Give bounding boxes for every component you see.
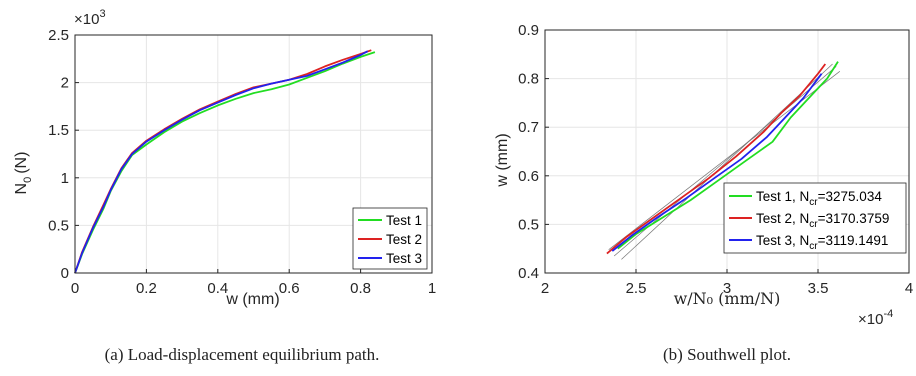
y-tick-label: 1: [61, 170, 69, 187]
chart-b-ylabel: w (mm): [494, 133, 511, 187]
svg-text:N0(N): N0 (N): [13, 152, 34, 195]
chart-a-axes-box: [74, 34, 433, 274]
y-tick-label: 1.5: [48, 122, 69, 139]
x-tick-label: 0: [71, 280, 79, 297]
legend-b-label-1: Test 1, Ncr=3275.034: [756, 189, 882, 208]
x-tick-label: 3.5: [808, 280, 829, 297]
chart-b-legend: Test 1, Ncr=3275.034 Test 2, Ncr=3170.37…: [723, 182, 907, 254]
y-tick-label: 0.7: [518, 119, 539, 136]
legend-a-label-2: Test 2: [386, 232, 422, 247]
chart-a-caption: (a) Load-displacement equilibrium path.: [105, 345, 380, 364]
chart-b-ticks: 2 2.5 3 3.5 4 0.4 0.5 0.6 0.7 0.8 0.9: [518, 22, 913, 297]
chart-a-ticks: 0 0.2 0.4 0.6 0.8 1 0 0.5 1 1.5 2 2.5: [48, 27, 436, 297]
chart-a-legend: Test 1 Test 2 Test 3: [352, 207, 428, 270]
y-tick-label: 0: [61, 265, 69, 282]
legend-b-label-2: Test 2, Ncr=3170.3759: [756, 211, 889, 230]
chart-a-grid: [75, 35, 432, 273]
chart-a-multiplier: ×103: [74, 8, 106, 28]
x-tick-label: 4: [905, 280, 913, 297]
y-tick-label: 0.6: [518, 168, 539, 185]
series-line-test-1: [617, 61, 839, 250]
y-tick-label: 0.8: [518, 71, 539, 88]
chart-a-xlabel: w (mm): [225, 291, 279, 308]
chart-b-caption: (b) Southwell plot.: [663, 345, 791, 364]
chart-b-series: [606, 61, 839, 255]
x-tick-label: 0.6: [279, 280, 300, 297]
chart-b-xlabel: w/N₀ (mm/N): [674, 289, 781, 308]
chart-b-multiplier: ×10-4: [858, 308, 893, 328]
chart-a-series: [74, 49, 376, 274]
chart-b-axes-box: [544, 29, 910, 274]
series-line-test-3: [74, 50, 369, 274]
chart-a-ylabel-unit: (N): [13, 152, 30, 174]
x-tick-label: 0.2: [136, 280, 157, 297]
chart-a-ylabel-sub: 0: [22, 177, 34, 183]
x-tick-label: 1: [428, 280, 436, 297]
y-tick-label: 2.5: [48, 27, 69, 44]
y-tick-label: 0.4: [518, 265, 539, 282]
x-tick-label: 3: [723, 280, 731, 297]
chart-b: 2 2.5 3 3.5 40.40.50.60.70.80.9 w/N₀ (mm/N) …: [494, 22, 913, 364]
y-tick-label: 0.5: [48, 217, 69, 234]
x-tick-label: 0.4: [207, 280, 228, 297]
legend-a-label-1: Test 1: [386, 213, 422, 228]
x-tick-label: 2.5: [626, 280, 647, 297]
chart-a-ylabel-main: N: [13, 183, 30, 195]
series-line-test-1: [74, 51, 376, 274]
y-tick-label: 0.5: [518, 216, 539, 233]
chart-a: 0 0.2 0.4 0.6 0.8 100.511.522.5 w (mm) N0(N) …: [13, 8, 436, 364]
y-tick-label: 0.9: [518, 22, 539, 39]
series-line-test-2: [606, 63, 827, 255]
y-tick-label: 2: [61, 75, 69, 92]
series-line-test-3: [611, 73, 823, 252]
legend-b-label-3: Test 3, Ncr=3119.1491: [756, 233, 888, 252]
svg-text:w (mm): w (mm): [494, 133, 511, 187]
legend-a-label-3: Test 3: [386, 251, 422, 266]
x-tick-label: 2: [541, 280, 549, 297]
series-line-test-2: [74, 49, 372, 274]
fit-line-3: [621, 63, 833, 260]
x-tick-label: 0.8: [350, 280, 371, 297]
chart-a-ylabel: N0 (N): [13, 152, 34, 195]
